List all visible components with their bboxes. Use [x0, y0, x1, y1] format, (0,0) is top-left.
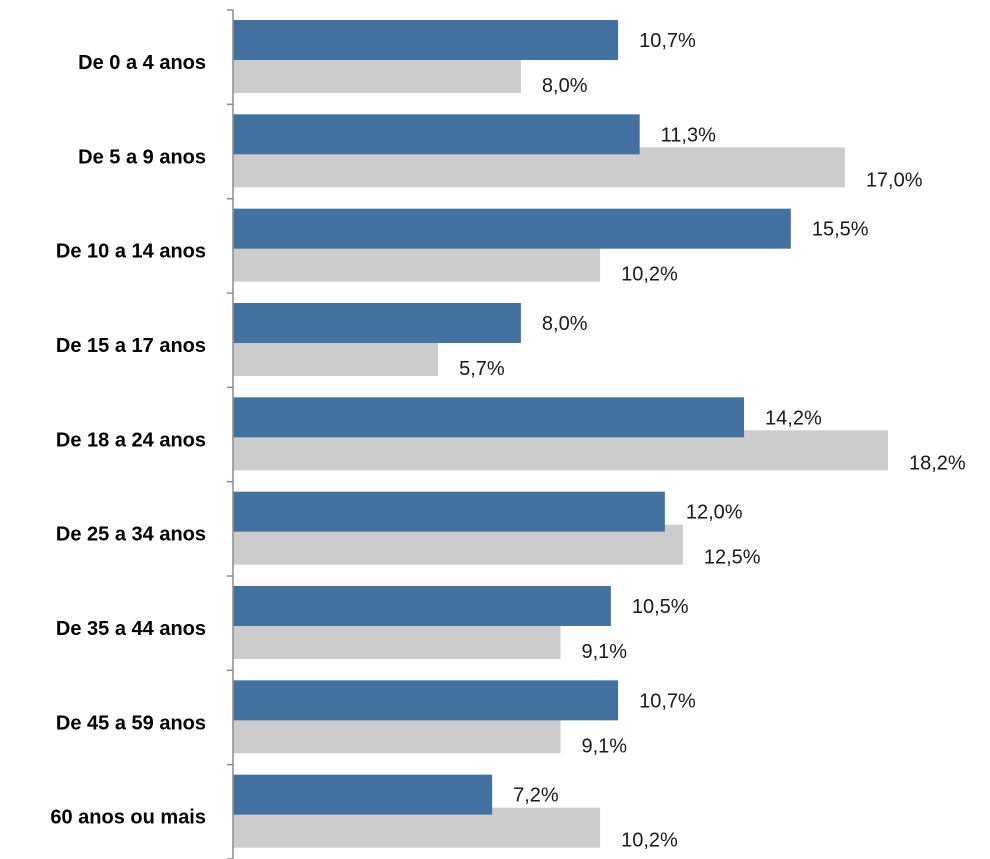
- data-label-series2: 9,1%: [582, 735, 628, 757]
- data-label-series1: 10,7%: [639, 30, 696, 52]
- bar-series1: [233, 491, 665, 532]
- data-label-series2: 17,0%: [866, 169, 923, 191]
- data-label-series1: 10,7%: [639, 690, 696, 712]
- data-label-series2: 12,5%: [704, 547, 761, 569]
- category-label: 60 anos ou mais: [50, 807, 206, 829]
- bar-series1: [233, 114, 640, 155]
- category-label: De 0 a 4 anos: [78, 52, 206, 74]
- data-label-series2: 18,2%: [909, 452, 966, 474]
- category-label: De 15 a 17 anos: [56, 335, 206, 357]
- bar-series1: [233, 586, 611, 626]
- data-label-series1: 7,2%: [513, 785, 559, 807]
- bar-series1: [233, 397, 745, 438]
- data-label-series2: 10,2%: [621, 264, 678, 286]
- category-label: De 5 a 9 anos: [78, 146, 206, 168]
- bar-series1: [233, 303, 521, 343]
- labels-group: 10,7% 8,0% De 0 a 4 anos 11,3% 17,0% De 5 a 9…: [50, 30, 966, 852]
- category-label: De 25 a 34 anos: [56, 524, 206, 546]
- bar-series1: [233, 20, 619, 60]
- data-label-series2: 10,2%: [621, 830, 678, 852]
- data-label-series1: 11,3%: [661, 124, 716, 146]
- data-label-series1: 15,5%: [812, 219, 869, 241]
- data-label-series2: 9,1%: [582, 641, 628, 663]
- bar-series1: [233, 680, 619, 721]
- bars-group: [233, 20, 888, 848]
- data-label-series1: 10,5%: [632, 596, 689, 618]
- category-label: De 35 a 44 anos: [56, 618, 206, 640]
- data-label-series2: 8,0%: [542, 75, 588, 97]
- data-label-series1: 8,0%: [542, 313, 588, 335]
- category-label: De 18 a 24 anos: [56, 429, 206, 451]
- category-axis: [227, 9, 234, 859]
- bar-series1: [233, 774, 493, 815]
- category-label: De 45 a 59 anos: [56, 712, 206, 734]
- data-label-series1: 14,2%: [765, 407, 822, 429]
- data-label-series2: 5,7%: [459, 358, 505, 380]
- bar-series1: [233, 208, 791, 249]
- data-label-series1: 12,0%: [686, 502, 743, 524]
- category-label: De 10 a 14 anos: [56, 241, 206, 263]
